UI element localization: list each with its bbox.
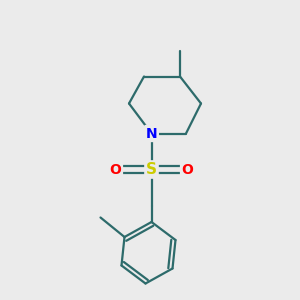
Text: S: S: [146, 162, 157, 177]
Text: O: O: [110, 163, 122, 176]
Text: O: O: [182, 163, 194, 176]
Text: N: N: [146, 127, 157, 140]
